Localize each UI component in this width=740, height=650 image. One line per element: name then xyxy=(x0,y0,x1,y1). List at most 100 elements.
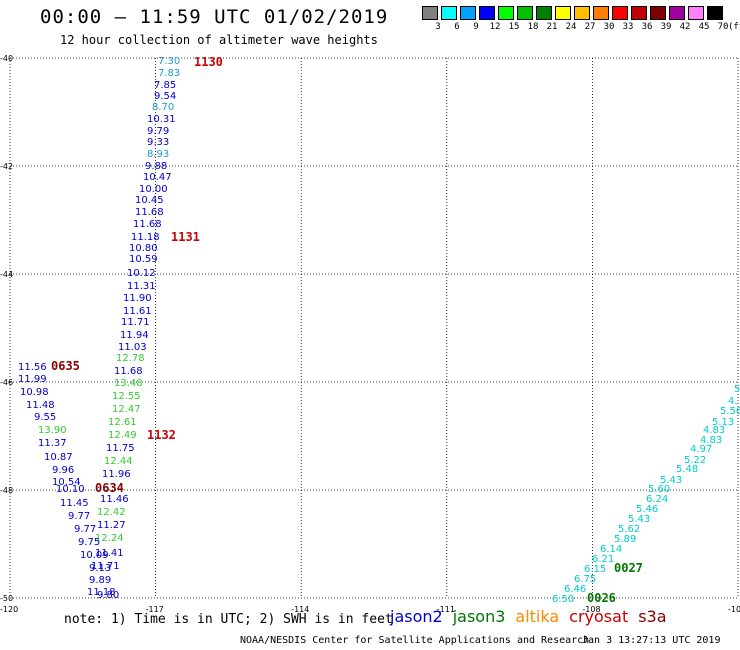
wave-height-label: 5.43 xyxy=(628,514,650,525)
color-scale-label: 18 xyxy=(527,22,539,32)
color-swatch xyxy=(612,6,628,20)
wave-height-label: 11.31 xyxy=(127,281,156,292)
wave-height-label: 8.93 xyxy=(147,149,169,160)
lon-tick-label: -114 xyxy=(291,605,309,614)
pass-time-label: 1132 xyxy=(147,428,176,442)
lat-tick-label: -44 xyxy=(0,270,13,279)
wave-height-label: 11.94 xyxy=(120,330,149,341)
lon-tick-label: -120 xyxy=(0,605,18,614)
legend-item-cryosat: cryosat xyxy=(569,607,629,626)
wave-height-label: 9.96 xyxy=(52,465,74,476)
color-scale-label: 42 xyxy=(679,22,691,32)
wave-height-label: 11.03 xyxy=(118,342,147,353)
wave-height-label: 10.12 xyxy=(127,268,156,279)
wave-height-label: 11.18 xyxy=(87,587,116,598)
legend-item-jason2: jason2 xyxy=(390,607,443,626)
wave-height-label: 13.90 xyxy=(38,425,67,436)
page-title: 00:00 – 11:59 UTC 01/02/2019 xyxy=(40,6,389,28)
wave-height-label: 10.00 xyxy=(139,184,168,195)
color-scale-label: 30 xyxy=(603,22,615,32)
wave-height-label: 5.60 xyxy=(648,484,670,495)
wave-height-label: 5.89 xyxy=(614,534,636,545)
lat-tick-label: -50 xyxy=(0,594,13,603)
wave-height-label: 12.47 xyxy=(112,404,141,415)
color-swatch xyxy=(441,6,457,20)
wave-height-label: 13.48 xyxy=(114,378,143,389)
wave-height-label: 10.10 xyxy=(56,484,85,495)
color-scale-label: 33 xyxy=(622,22,634,32)
wave-height-label: 10.98 xyxy=(20,387,49,398)
wave-height-label: 5.46 xyxy=(636,504,658,515)
wave-height-label: 11.48 xyxy=(26,400,55,411)
wave-height-label: 12.44 xyxy=(104,456,133,467)
lat-tick-label: -40 xyxy=(0,54,13,63)
footer-note: note: 1) Time is in UTC; 2) SWH is in fe… xyxy=(64,612,393,627)
wave-height-label: 11.27 xyxy=(97,520,126,531)
color-scale-label: 3 xyxy=(435,22,441,32)
wave-height-label: 6.24 xyxy=(646,494,668,505)
color-swatch xyxy=(479,6,495,20)
wave-height-label: 4. xyxy=(728,396,738,407)
wave-height-label: 9.55 xyxy=(34,412,56,423)
color-swatch xyxy=(498,6,514,20)
wave-height-label: 5.48 xyxy=(676,464,698,475)
color-swatch xyxy=(707,6,723,20)
pass-time-label: 0026 xyxy=(587,591,616,605)
wave-height-label: 5.56 xyxy=(720,406,740,417)
wave-height-label: 4.83 xyxy=(700,435,722,446)
wave-height-label: 11.68 xyxy=(114,366,143,377)
wave-height-label: 11.46 xyxy=(100,494,129,505)
wave-height-label: 5.62 xyxy=(618,524,640,535)
wave-height-label: 11.18 xyxy=(131,232,160,243)
wave-height-label: 11.71 xyxy=(91,561,120,572)
wave-height-label: 10.54 xyxy=(52,477,81,488)
wave-height-label: 11.68 xyxy=(133,219,162,230)
wave-height-label: 10.31 xyxy=(147,114,176,125)
pass-time-label: 0634 xyxy=(95,481,124,495)
color-scale-label: 6 xyxy=(454,22,460,32)
color-swatch xyxy=(555,6,571,20)
legend-item-altika: altika xyxy=(515,607,560,626)
color-swatch xyxy=(517,6,533,20)
wave-height-label: 8.70 xyxy=(152,102,174,113)
wave-height-label: 9.54 xyxy=(154,91,176,102)
wave-height-label: 7.83 xyxy=(158,68,180,79)
pass-time-label: 1131 xyxy=(171,230,200,244)
wave-height-label: 10.59 xyxy=(129,254,158,265)
color-scale-label: 15 xyxy=(508,22,520,32)
wave-height-label: 5.22 xyxy=(684,455,706,466)
color-scale-label: 9 xyxy=(473,22,479,32)
footer-credit: NOAA/NESDIS Center for Satellite Applica… xyxy=(240,635,590,646)
color-swatch xyxy=(631,6,647,20)
wave-height-label: 10.09 xyxy=(80,550,109,561)
color-scale-label: 70 xyxy=(717,22,729,32)
color-swatch xyxy=(669,6,685,20)
wave-height-label: 10.87 xyxy=(44,452,73,463)
color-scale-label: 36 xyxy=(641,22,653,32)
footer-timestamp: Jan 3 13:27:13 UTC 2019 xyxy=(582,635,721,646)
color-swatch xyxy=(574,6,590,20)
wave-height-label: 11.37 xyxy=(38,438,67,449)
wave-height-label: 5 xyxy=(734,384,740,395)
wave-height-label: 7.30 xyxy=(158,56,180,67)
color-scale-unit: (ft) xyxy=(728,22,740,32)
wave-height-label: 11.99 xyxy=(18,374,47,385)
wave-height-label: 11.56 xyxy=(18,362,47,373)
color-scale-label: 21 xyxy=(546,22,558,32)
wave-height-label: 11.75 xyxy=(106,443,135,454)
color-swatch xyxy=(650,6,666,20)
wave-height-label: 12.24 xyxy=(95,533,124,544)
wave-height-label: 10.80 xyxy=(129,243,158,254)
wave-height-label: 6.75 xyxy=(574,574,596,585)
page-subtitle: 12 hour collection of altimeter wave hei… xyxy=(60,33,378,47)
wave-height-label: 6.50 xyxy=(552,594,574,605)
wave-height-label: 12.42 xyxy=(97,507,126,518)
wave-height-label: 9.89 xyxy=(89,575,111,586)
wave-height-label: 5.43 xyxy=(660,475,682,486)
wave-height-label: 12.61 xyxy=(108,417,137,428)
color-swatch xyxy=(422,6,438,20)
pass-time-label: 1130 xyxy=(194,55,223,69)
wave-height-label: 11.45 xyxy=(60,498,89,509)
wave-height-label: 6.21 xyxy=(592,554,614,565)
wave-height-label: 5.13 xyxy=(712,417,734,428)
